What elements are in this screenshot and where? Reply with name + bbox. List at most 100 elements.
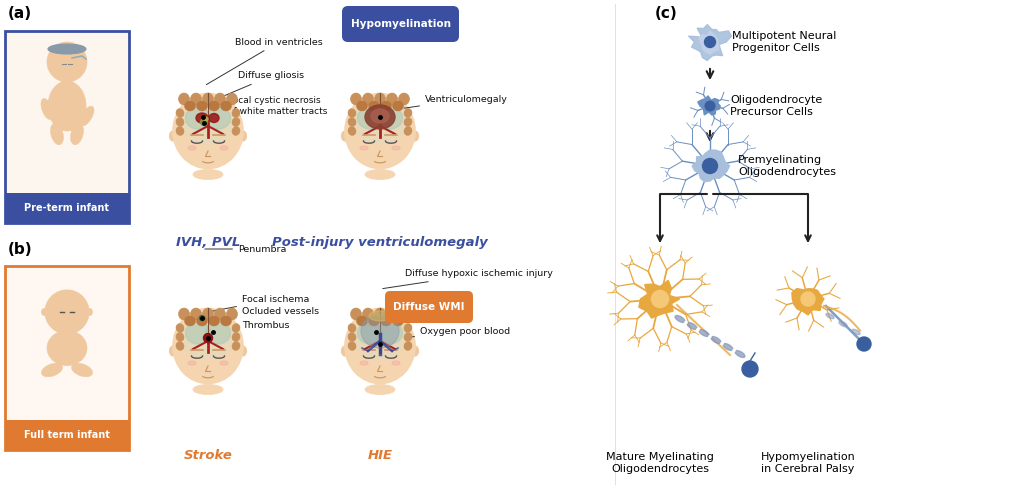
Text: Focal ischema: Focal ischema [211, 294, 309, 312]
Ellipse shape [184, 316, 196, 326]
Ellipse shape [697, 329, 699, 330]
Ellipse shape [197, 316, 208, 326]
Ellipse shape [193, 384, 223, 395]
Ellipse shape [341, 131, 348, 141]
Ellipse shape [185, 107, 211, 129]
Ellipse shape [176, 126, 184, 135]
FancyBboxPatch shape [5, 31, 129, 223]
Ellipse shape [203, 308, 213, 320]
Ellipse shape [386, 93, 397, 105]
Text: Oligodendrocyte
Precursor Cells: Oligodendrocyte Precursor Cells [730, 95, 822, 117]
Ellipse shape [176, 332, 184, 341]
Polygon shape [792, 288, 824, 315]
Text: Hypomyelination
in Cerebral Palsy: Hypomyelination in Cerebral Palsy [761, 452, 855, 474]
Ellipse shape [196, 113, 208, 123]
Ellipse shape [352, 313, 408, 359]
Ellipse shape [176, 118, 184, 126]
Ellipse shape [42, 308, 46, 316]
Ellipse shape [365, 169, 395, 179]
Ellipse shape [398, 93, 410, 105]
Ellipse shape [361, 314, 399, 348]
Circle shape [651, 290, 669, 307]
FancyBboxPatch shape [5, 266, 129, 450]
FancyBboxPatch shape [385, 291, 473, 323]
Text: Multipotent Neural
Progenitor Cells: Multipotent Neural Progenitor Cells [732, 31, 837, 53]
Polygon shape [639, 281, 680, 318]
Ellipse shape [711, 336, 721, 343]
Ellipse shape [721, 342, 723, 344]
Text: Diffuse hypoxic ischemic injury: Diffuse hypoxic ischemic injury [383, 270, 553, 288]
Circle shape [742, 361, 758, 377]
Ellipse shape [826, 313, 835, 319]
Ellipse shape [170, 346, 176, 356]
Ellipse shape [193, 169, 223, 179]
Ellipse shape [345, 93, 415, 168]
Ellipse shape [403, 324, 412, 332]
Ellipse shape [350, 93, 361, 105]
Ellipse shape [733, 349, 735, 352]
Polygon shape [688, 25, 731, 61]
Ellipse shape [232, 126, 240, 135]
Ellipse shape [87, 308, 92, 316]
Polygon shape [697, 96, 720, 115]
Text: Premyelinating
Oligodendrocytes: Premyelinating Oligodendrocytes [738, 155, 836, 177]
Ellipse shape [723, 343, 733, 350]
FancyBboxPatch shape [342, 6, 459, 42]
Ellipse shape [412, 346, 419, 356]
Ellipse shape [176, 324, 184, 332]
Ellipse shape [72, 363, 92, 377]
Ellipse shape [352, 98, 408, 144]
Text: Pre-term infant: Pre-term infant [25, 203, 110, 213]
Ellipse shape [675, 316, 685, 323]
Ellipse shape [365, 105, 395, 129]
Ellipse shape [381, 101, 391, 111]
Ellipse shape [180, 98, 236, 144]
Ellipse shape [386, 308, 397, 320]
Ellipse shape [403, 341, 412, 350]
Ellipse shape [178, 93, 189, 105]
Ellipse shape [206, 107, 230, 129]
Text: IVH, PVL: IVH, PVL [176, 236, 241, 249]
Ellipse shape [226, 308, 238, 320]
Ellipse shape [220, 361, 228, 365]
Ellipse shape [220, 316, 231, 326]
Ellipse shape [214, 93, 225, 105]
Text: Thrombus: Thrombus [211, 322, 290, 331]
Ellipse shape [371, 109, 389, 123]
Ellipse shape [360, 361, 368, 365]
Ellipse shape [240, 346, 247, 356]
Ellipse shape [232, 332, 240, 341]
Text: HIE: HIE [368, 449, 392, 462]
Circle shape [45, 290, 89, 334]
Ellipse shape [687, 323, 697, 329]
Ellipse shape [232, 341, 240, 350]
Ellipse shape [240, 131, 247, 141]
Ellipse shape [403, 332, 412, 341]
Ellipse shape [190, 93, 202, 105]
Text: Hypomyelination: Hypomyelination [350, 19, 451, 29]
Ellipse shape [369, 101, 380, 111]
Text: Diffuse WMI: Diffuse WMI [393, 302, 465, 312]
Ellipse shape [398, 308, 410, 320]
Ellipse shape [206, 322, 230, 344]
Circle shape [200, 316, 205, 321]
Ellipse shape [41, 98, 53, 120]
Circle shape [857, 337, 871, 351]
Text: (a): (a) [8, 6, 32, 21]
Ellipse shape [839, 321, 847, 327]
Ellipse shape [357, 322, 383, 344]
Ellipse shape [209, 316, 219, 326]
Circle shape [702, 159, 718, 173]
Circle shape [706, 101, 715, 111]
Text: Full term infant: Full term infant [24, 430, 110, 440]
Ellipse shape [220, 146, 228, 150]
Polygon shape [692, 150, 729, 182]
Ellipse shape [178, 308, 189, 320]
Ellipse shape [41, 363, 62, 377]
Ellipse shape [180, 313, 236, 359]
Ellipse shape [356, 101, 368, 111]
Ellipse shape [403, 118, 412, 126]
Circle shape [47, 42, 87, 82]
Ellipse shape [685, 322, 687, 324]
Ellipse shape [348, 109, 356, 118]
